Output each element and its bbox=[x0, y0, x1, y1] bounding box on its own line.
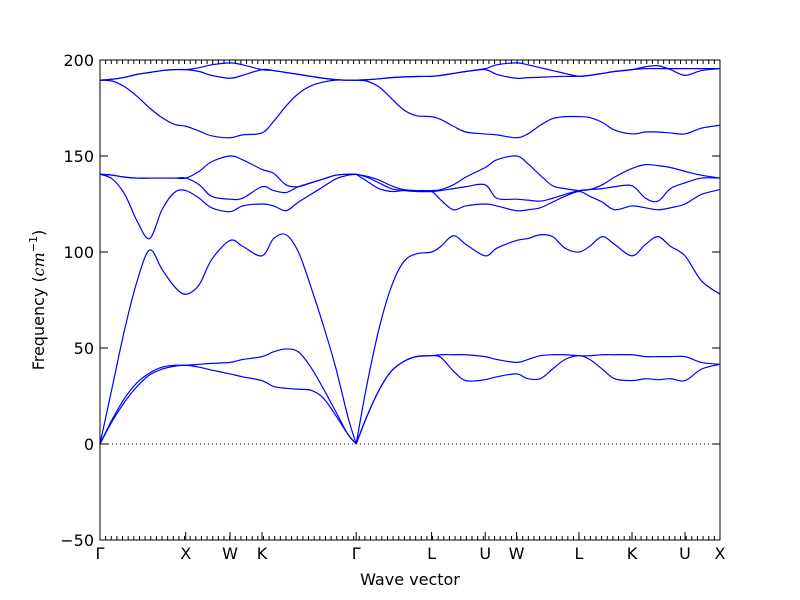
band-line bbox=[99, 155, 357, 188]
y-tick-label: 150 bbox=[63, 147, 94, 166]
band-line bbox=[99, 62, 357, 81]
x-tick-label: L bbox=[427, 544, 436, 563]
y-axis-label: Frequency (cm−1) bbox=[27, 230, 48, 371]
y-tick-label: 200 bbox=[63, 51, 94, 70]
band-line bbox=[99, 364, 357, 445]
y-tick-label: 0 bbox=[84, 435, 94, 454]
x-axis-label: Wave vector bbox=[360, 570, 460, 589]
y-axis-label-unit: cm bbox=[29, 252, 48, 276]
y-axis-label-suffix: ) bbox=[29, 230, 48, 236]
y-tick-label: 50 bbox=[74, 339, 94, 358]
x-tick-label: K bbox=[257, 544, 268, 563]
x-tick-label: X bbox=[180, 544, 191, 563]
band-line bbox=[355, 233, 721, 445]
band-line bbox=[99, 173, 357, 240]
band-line bbox=[99, 233, 357, 445]
y-axis-label-exponent: −1 bbox=[27, 236, 40, 252]
x-tick-label: X bbox=[715, 544, 726, 563]
plot-frame bbox=[99, 59, 721, 541]
x-tick-label: L bbox=[574, 544, 583, 563]
x-tick-label: K bbox=[627, 544, 638, 563]
band-line bbox=[356, 173, 721, 203]
y-tick-label: 100 bbox=[63, 243, 94, 262]
plot-background bbox=[100, 60, 720, 540]
band-line bbox=[356, 62, 720, 81]
y-axis-ticks: −50 0 50 100 150 200 bbox=[60, 51, 720, 550]
x-tick-label: Γ bbox=[352, 544, 361, 563]
y-tick-label: −50 bbox=[60, 531, 94, 550]
band-line bbox=[99, 79, 357, 139]
band-line bbox=[355, 353, 721, 445]
x-tick-label: Γ bbox=[96, 544, 105, 563]
x-tick-label: U bbox=[679, 544, 691, 563]
band-line bbox=[356, 79, 721, 139]
band-line bbox=[99, 348, 357, 445]
y-axis-label-prefix: Frequency ( bbox=[29, 276, 48, 370]
x-tick-label: U bbox=[479, 544, 491, 563]
x-tick-label: W bbox=[509, 544, 525, 563]
x-tick-label: W bbox=[222, 544, 238, 563]
band-line bbox=[356, 155, 721, 192]
band-lines bbox=[99, 62, 721, 445]
